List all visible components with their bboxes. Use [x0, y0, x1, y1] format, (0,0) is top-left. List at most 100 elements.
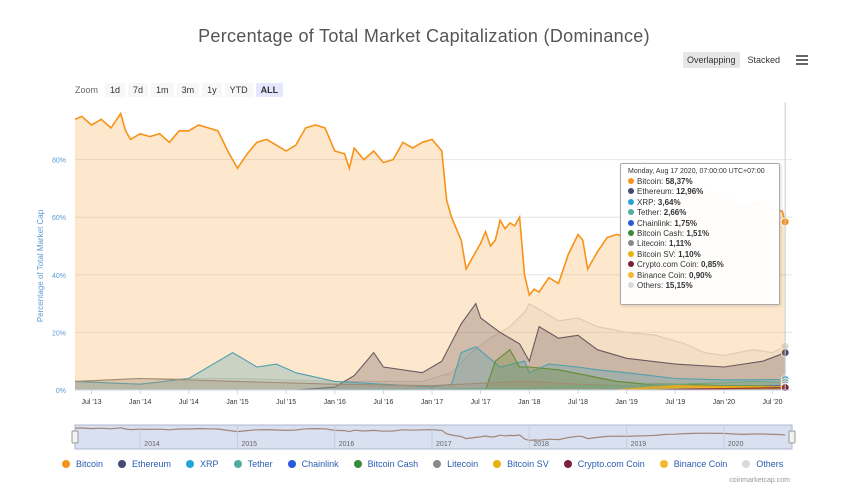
hamburger-menu-icon[interactable]: [796, 55, 809, 65]
zoom-1y-button[interactable]: 1y: [202, 83, 222, 97]
legend-item-bitcoin-cash[interactable]: Bitcoin Cash: [353, 459, 418, 469]
legend-dot-icon: [742, 460, 751, 468]
navigator-year-label: 2014: [144, 441, 160, 448]
tooltip-dot-icon: [628, 250, 634, 257]
tooltip-series-value: 1,10%: [678, 249, 701, 259]
chart-tooltip: Monday, Aug 17 2020, 07:00:00 UTC+07:00 …: [620, 163, 780, 305]
tooltip-series-value: 3,64%: [657, 197, 681, 207]
tooltip-series-name: Crypto.com Coin: [637, 260, 697, 270]
tooltip-dot-icon: [628, 240, 634, 247]
series-area-bitcoin: [75, 113, 786, 390]
tooltip-series-name: Ethereum: [637, 187, 672, 197]
tooltip-series-name: Litecoin: [637, 239, 665, 249]
legend-item-others[interactable]: Others: [742, 459, 783, 469]
y-tick-label: 20%: [52, 330, 66, 337]
navigator-handle-left: [71, 430, 79, 444]
series-line-ethereum: [295, 302, 786, 391]
tooltip-series-name: Chainlink: [637, 218, 670, 228]
x-tick-label: Jan '15: [226, 399, 248, 406]
tooltip-row: XRP: 3,64%: [628, 198, 772, 208]
x-tick-label: Jul '17: [471, 399, 491, 406]
tooltip-dot-icon: [628, 188, 634, 195]
x-tick-label: Jul '19: [665, 399, 685, 406]
legend-item-litecoin[interactable]: Litecoin: [433, 459, 478, 469]
y-tick-label: 0%: [56, 388, 66, 395]
zoom-3m-button[interactable]: 3m: [176, 83, 200, 97]
zoom-1d-button[interactable]: 1d: [105, 83, 126, 97]
series-area-litecoin: [75, 378, 786, 390]
legend-label: Binance Coin: [673, 459, 728, 469]
tooltip-series-value: 1,11%: [669, 239, 692, 249]
legend-dot-icon: [186, 460, 195, 468]
tooltip-dot-icon: [628, 271, 634, 278]
series-line-tether: [286, 380, 786, 391]
legend-dot-icon: [287, 460, 296, 468]
source-credit[interactable]: coinmarketcap.com: [729, 477, 790, 484]
navigator-year-label: 2016: [339, 441, 355, 448]
series-line-xrp: [74, 346, 786, 388]
tooltip-row: Bitcoin: 58,37%: [628, 177, 772, 187]
y-tick-label: 40%: [52, 273, 66, 280]
zoom-controls: Zoom 1d 7d 1m 3m 1y YTD ALL: [75, 83, 284, 97]
tooltip-dot-icon: [628, 219, 634, 226]
tooltip-series-value: 15,15%: [665, 281, 693, 291]
x-tick-label: Jan '17: [421, 399, 443, 406]
legend-label: Bitcoin: [76, 459, 104, 469]
legend-dot-icon: [353, 460, 362, 468]
zoom-7d-button[interactable]: 7d: [128, 83, 149, 97]
legend-label: Others: [756, 459, 784, 469]
overlapping-button[interactable]: Overlapping: [683, 52, 740, 68]
tooltip-series-value: 0,90%: [689, 270, 712, 280]
zoom-label: Zoom: [75, 85, 99, 95]
tooltip-series-name: Binance Coin: [637, 270, 685, 280]
legend-dot-icon: [62, 460, 70, 468]
series-line-bitcoin-cash: [484, 348, 786, 391]
tooltip-dot-icon: [628, 282, 634, 289]
navigator-year-label: 2015: [241, 441, 257, 448]
tooltip-dot-icon: [628, 178, 634, 184]
tooltip-row: Crypto.com Coin: 0,85%: [628, 260, 772, 270]
tooltip-dot-icon: [628, 198, 634, 205]
tooltip-header: Monday, Aug 17 2020, 07:00:00 UTC+07:00: [628, 168, 765, 175]
y-axis-label: Percentage of Total Market Cap: [36, 209, 45, 322]
legend-item-bitcoin[interactable]: Bitcoin: [62, 459, 103, 469]
tooltip-series-name: Bitcoin: [637, 177, 662, 186]
legend-item-ethereum[interactable]: Ethereum: [118, 459, 171, 469]
legend-label: Tether: [247, 459, 273, 469]
tooltip-series-name: Bitcoin Cash: [637, 229, 682, 239]
x-tick-label: Jan '16: [324, 399, 346, 406]
navigator-year-label: 2019: [631, 441, 647, 448]
x-tick-label: Jan '18: [518, 399, 540, 406]
series-area-tether: [286, 381, 786, 390]
x-tick-label: Jul '14: [179, 399, 199, 406]
tooltip-row: Chainlink: 1,75%: [628, 219, 772, 229]
tooltip-series-value: 0,85%: [701, 260, 724, 270]
tooltip-series-name: Others: [637, 281, 662, 291]
y-tick-label: 80%: [52, 158, 66, 165]
legend-label: Bitcoin SV: [507, 459, 549, 469]
zoom-ytd-button[interactable]: YTD: [224, 83, 253, 97]
legend-item-chainlink[interactable]: Chainlink: [287, 459, 339, 469]
legend-item-bitcoin-sv[interactable]: Bitcoin SV: [493, 459, 549, 469]
legend-dot-icon: [433, 460, 442, 468]
x-tick-label: Jan '19: [615, 399, 637, 406]
legend-item-tether[interactable]: Tether: [233, 459, 273, 469]
legend-item-crypto-com-coin[interactable]: Crypto.com Coin: [563, 459, 645, 469]
zoom-all-button[interactable]: ALL: [255, 83, 284, 97]
legend-item-xrp[interactable]: XRP: [186, 459, 219, 469]
x-tick-label: Jan '20: [713, 399, 735, 406]
legend-item-binance-coin[interactable]: Binance Coin: [659, 459, 728, 469]
x-tick-label: Jul '18: [568, 399, 588, 406]
tooltip-dot-icon: [628, 209, 634, 216]
tooltip-row: Binance Coin: 0,90%: [628, 271, 772, 281]
tooltip-row: Others: 15,15%: [628, 281, 772, 291]
legend-label: Ethereum: [132, 459, 172, 469]
zoom-1m-button[interactable]: 1m: [151, 83, 174, 97]
legend-label: XRP: [200, 459, 219, 469]
stacked-button[interactable]: Stacked: [747, 55, 781, 65]
legend-label: Litecoin: [447, 459, 479, 469]
chart-legend: Bitcoin Ethereum XRP Tether Chainlink Bitcoin…: [62, 459, 798, 469]
legend-dot-icon: [118, 460, 127, 468]
x-tick-label: Jul '16: [373, 399, 393, 406]
navigator-series: [74, 427, 786, 442]
